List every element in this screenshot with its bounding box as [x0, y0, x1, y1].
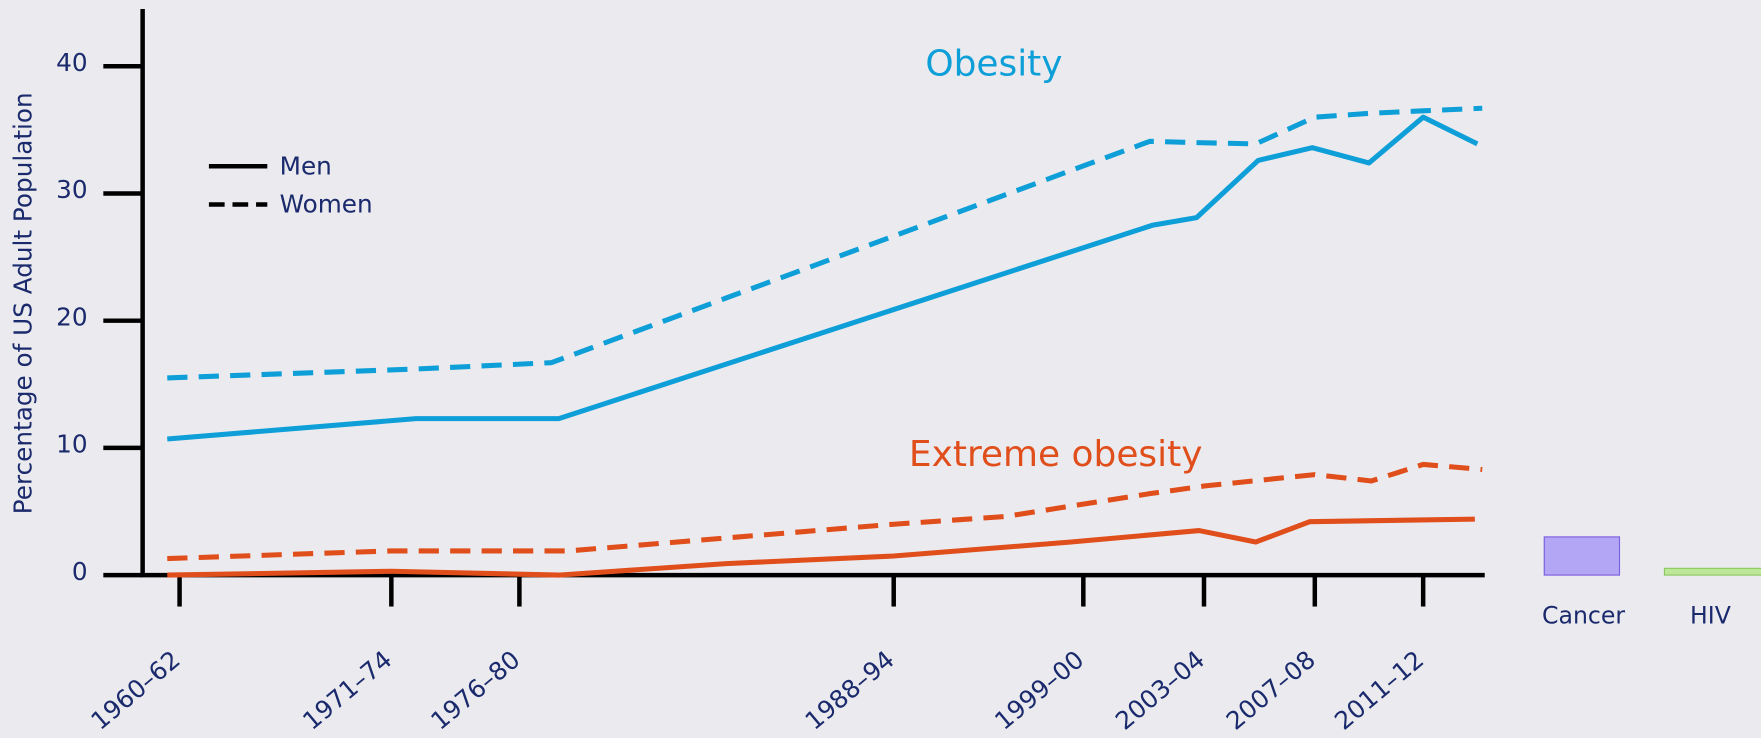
x-tick-label: 1976–80	[425, 645, 525, 736]
x-tick-label: 1988–94	[800, 645, 900, 736]
line	[167, 516, 1475, 578]
x-tick-label: 2011–12	[1329, 645, 1429, 736]
x-tick-label: 1960–62	[85, 645, 185, 736]
y-tick-label: 40	[56, 48, 87, 77]
y-tick-label: 10	[56, 430, 87, 459]
y-tick-label: 0	[72, 557, 88, 586]
legend-label: Women	[280, 190, 373, 219]
hiv-swatch	[1663, 567, 1761, 576]
x-tick-label: 1999–00	[989, 645, 1089, 736]
annotation: Extreme obesity	[909, 434, 1203, 475]
y-tick-label: 30	[56, 175, 87, 204]
legend-label: Cancer	[1542, 601, 1625, 629]
x-tick-label: 2003–04	[1110, 645, 1210, 736]
line	[167, 114, 1479, 442]
legend-label: Men	[280, 151, 332, 180]
cancer-swatch	[1543, 536, 1621, 576]
y-axis-label: Percentage of US Adult Population	[8, 92, 37, 514]
line	[167, 461, 1483, 562]
y-tick-label: 20	[56, 302, 87, 331]
x-tick-label: 1971–74	[297, 645, 397, 736]
legend-label: HIV	[1690, 601, 1731, 629]
annotation: Obesity	[925, 43, 1062, 84]
line	[167, 105, 1483, 381]
x-tick-label: 2007–08	[1221, 645, 1321, 736]
